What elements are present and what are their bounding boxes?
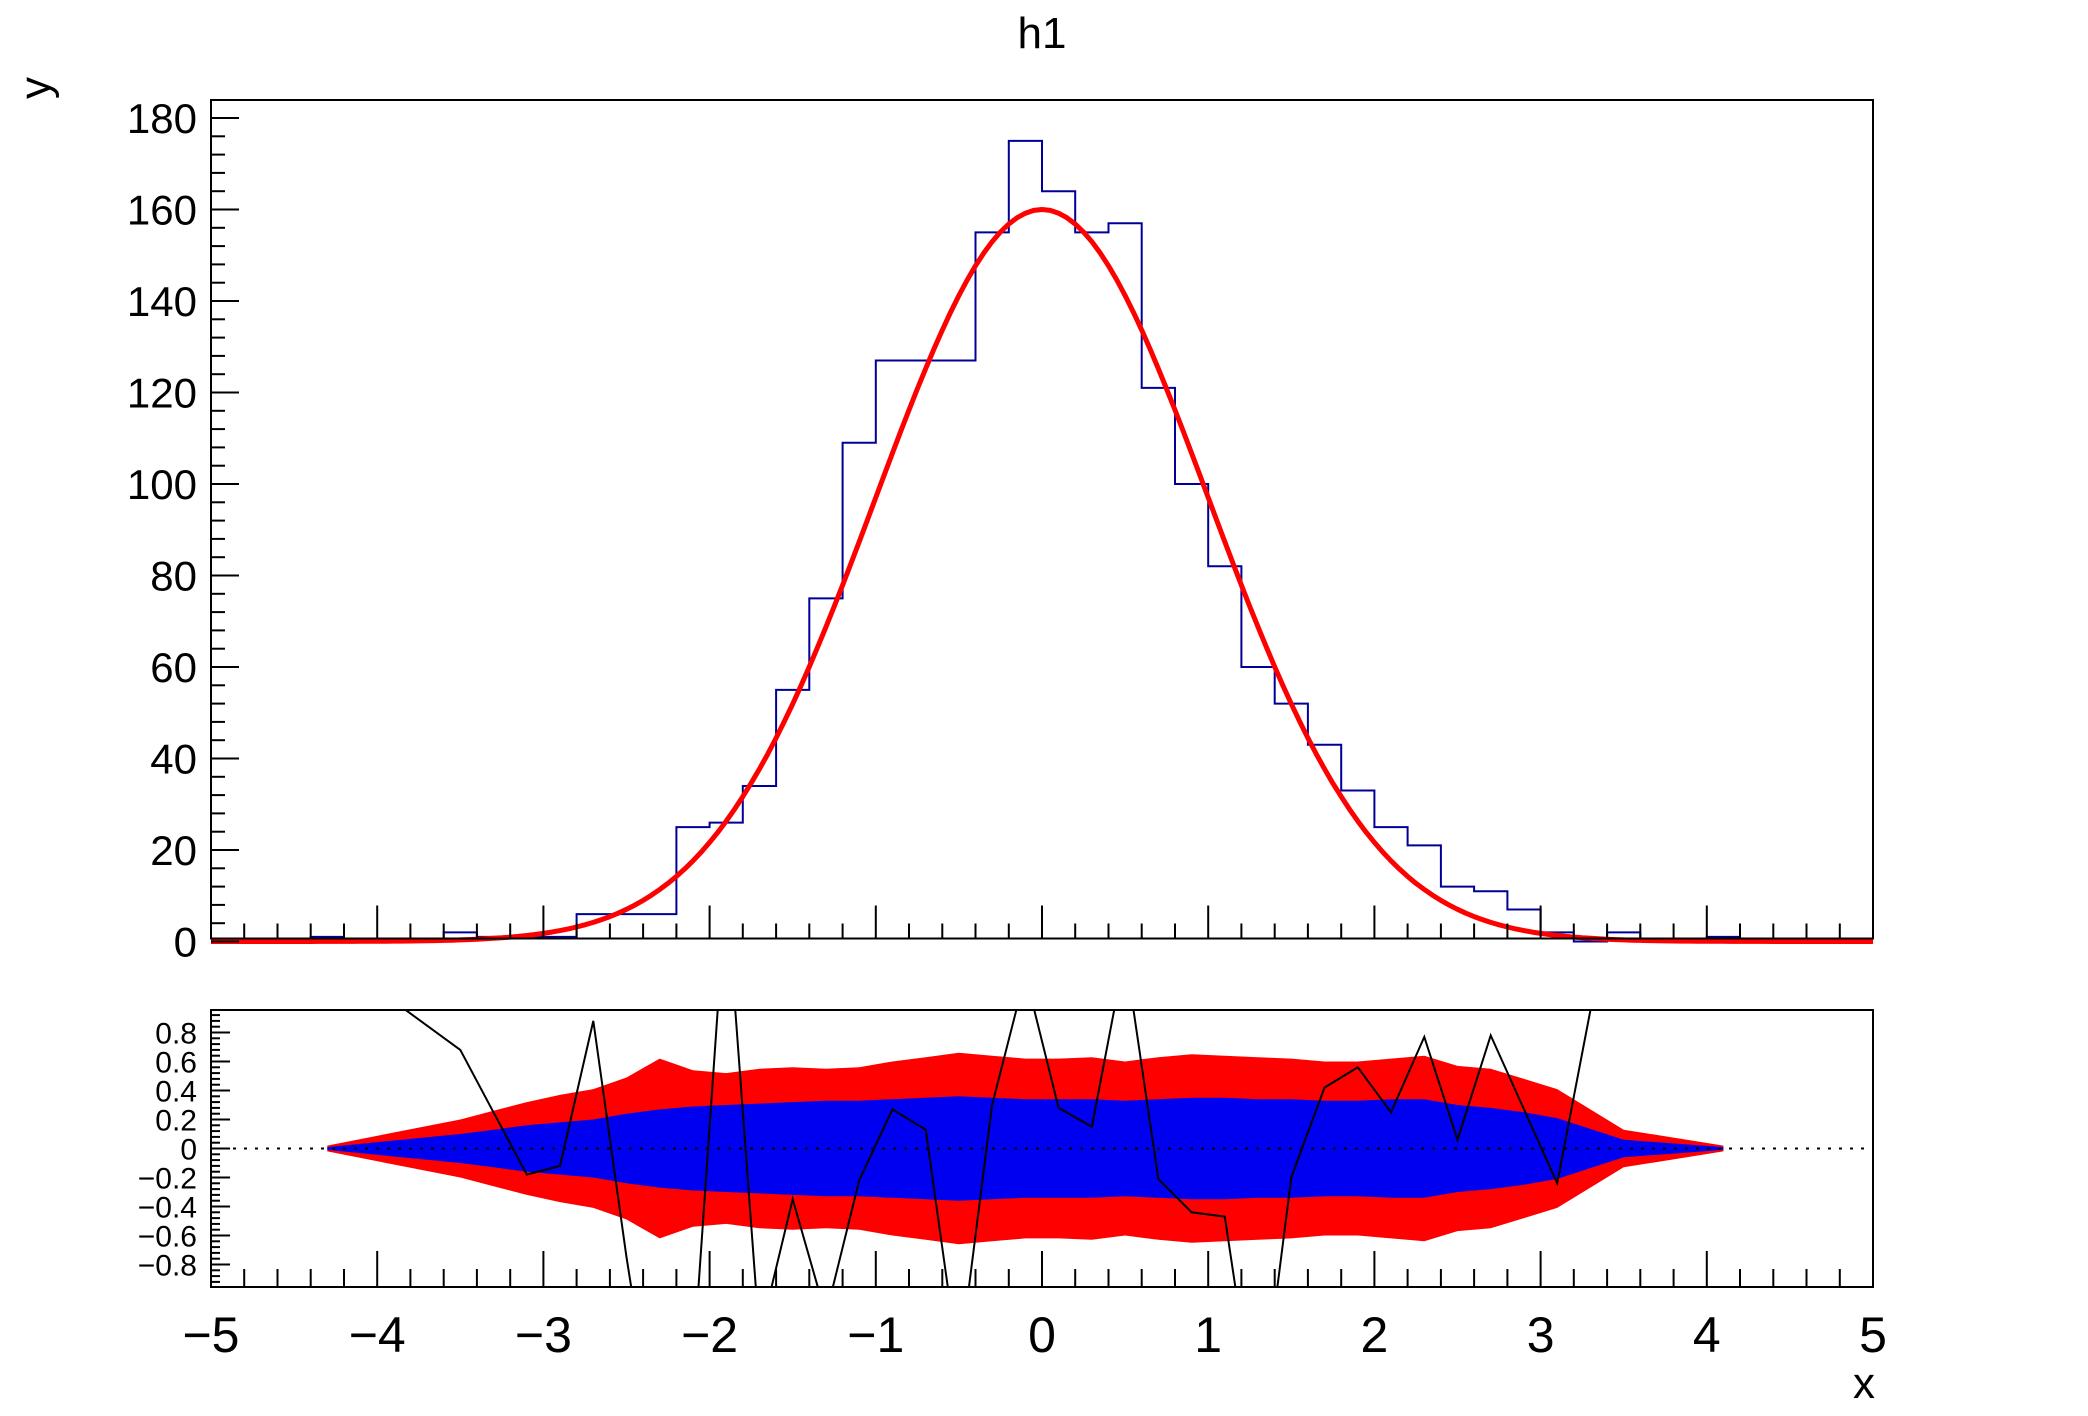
svg-text:4: 4 [1693, 1307, 1721, 1363]
svg-text:0: 0 [174, 919, 197, 966]
svg-text:2: 2 [1360, 1307, 1388, 1363]
svg-text:0.2: 0.2 [155, 1105, 197, 1138]
svg-text:20: 20 [150, 827, 197, 874]
svg-text:0.8: 0.8 [155, 1018, 197, 1051]
svg-text:60: 60 [150, 644, 197, 691]
svg-text:80: 80 [150, 553, 197, 600]
svg-text:0: 0 [180, 1134, 197, 1167]
svg-text:180: 180 [127, 95, 197, 142]
svg-text:140: 140 [127, 278, 197, 325]
upper-frame [210, 99, 1874, 940]
svg-text:1: 1 [1194, 1307, 1222, 1363]
svg-text:−3: −3 [515, 1307, 572, 1363]
svg-text:100: 100 [127, 461, 197, 508]
fit-curve [211, 207, 1873, 944]
histogram-line [211, 139, 1873, 943]
svg-text:−0.8: −0.8 [138, 1250, 197, 1283]
svg-text:0.6: 0.6 [155, 1047, 197, 1080]
svg-text:−4: −4 [349, 1307, 406, 1363]
y-axis-title: y [11, 77, 60, 99]
svg-text:−2: −2 [681, 1307, 738, 1363]
plot-area: 0204060801001201401601800.80.60.40.20−0.… [127, 95, 1887, 1363]
residual-line [403, 1010, 1592, 1287]
svg-text:5: 5 [1859, 1307, 1887, 1363]
svg-text:−0.4: −0.4 [138, 1192, 197, 1225]
svg-text:3: 3 [1527, 1307, 1555, 1363]
svg-text:−1: −1 [847, 1307, 904, 1363]
svg-text:−0.2: −0.2 [138, 1163, 197, 1196]
svg-text:160: 160 [127, 187, 197, 234]
x-axis-title: x [1853, 1359, 1875, 1408]
upper-axes: 0 20 40 60 80 100 120 140 160 180 [127, 95, 1874, 966]
svg-text:120: 120 [127, 370, 197, 417]
svg-text:0.4: 0.4 [155, 1076, 197, 1109]
svg-text:40: 40 [150, 736, 197, 783]
lower-axes: 0.80.60.40.20−0.2−0.4−0.6−0.8−5 −4 −3 −2 −1 0… [138, 1014, 1887, 1363]
svg-text:−0.6: −0.6 [138, 1221, 197, 1254]
svg-text:0: 0 [1028, 1307, 1056, 1363]
plot-title: h1 [1018, 9, 1067, 58]
svg-text:−5: −5 [182, 1307, 239, 1363]
